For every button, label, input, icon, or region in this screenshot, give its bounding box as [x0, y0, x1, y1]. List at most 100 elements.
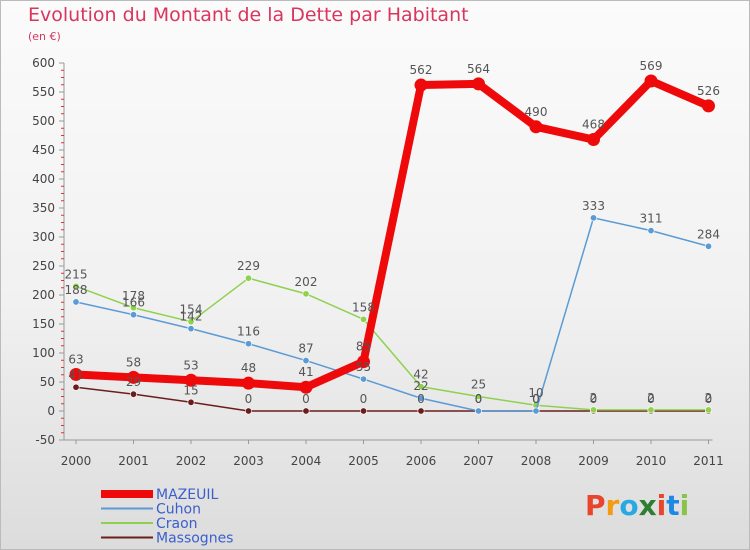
- data-point-cuhon: [704, 242, 712, 250]
- x-tick-label: 2006: [406, 454, 437, 468]
- logo-letter: P: [585, 489, 606, 522]
- data-label-mazeuil: 562: [410, 63, 433, 77]
- data-point-mazeuil: [529, 120, 543, 134]
- legend-label-mazeuil: MAZEUIL: [156, 487, 218, 503]
- y-tick-label: 0: [47, 404, 55, 418]
- data-point-cuhon: [245, 340, 253, 348]
- data-point-massognes: [417, 407, 425, 415]
- series-line-craon: [75, 277, 710, 411]
- x-tick-label: 2005: [348, 454, 379, 468]
- data-label-mazeuil: 48: [241, 361, 256, 375]
- logo-letter: t: [666, 489, 680, 522]
- y-tick-label: 450: [32, 143, 55, 157]
- data-label-craon: 202: [295, 275, 318, 289]
- data-label-massognes: 0: [302, 392, 310, 406]
- data-label-cuhon: 0: [532, 392, 540, 406]
- data-label-cuhon: 116: [237, 325, 260, 339]
- x-tick-label: 2000: [61, 454, 92, 468]
- data-point-massognes: [359, 407, 367, 415]
- x-tick-label: 2010: [636, 454, 667, 468]
- data-point-mazeuil: [472, 77, 485, 91]
- data-point-cuhon: [302, 357, 310, 365]
- legend-label-cuhon: Cuhon: [156, 502, 201, 518]
- data-point-cuhon: [130, 311, 138, 319]
- y-tick-label: 150: [32, 317, 55, 331]
- data-point-mazeuil: [702, 99, 715, 113]
- data-label-massognes: 0: [590, 392, 598, 406]
- chart-subtitle: (en €): [28, 30, 61, 43]
- data-label-craon: 154: [180, 303, 203, 317]
- logo-letter: r: [605, 489, 620, 522]
- data-point-massognes: [187, 398, 195, 406]
- data-point-craon: [647, 406, 655, 414]
- data-point-craon: [474, 392, 482, 400]
- y-tick-label: 350: [32, 201, 55, 215]
- legend-label-craon: Craon: [156, 516, 198, 532]
- data-point-mazeuil: [357, 355, 370, 369]
- y-tick-label: 600: [32, 56, 55, 70]
- data-label-massognes: 0: [475, 392, 483, 406]
- data-label-cuhon: 87: [298, 342, 313, 356]
- data-label-mazeuil: 41: [298, 365, 313, 379]
- data-label-massognes: 29: [126, 375, 141, 389]
- proxiti-logo: Proxiti: [585, 489, 689, 522]
- data-label-craon: 215: [65, 267, 88, 281]
- data-label-mazeuil: 63: [68, 352, 83, 366]
- y-tick-label: 400: [32, 172, 55, 186]
- data-point-mazeuil: [644, 74, 658, 88]
- x-tick-label: 2009: [578, 454, 609, 468]
- data-label-cuhon: 166: [122, 296, 145, 310]
- y-tick-label: 300: [32, 230, 55, 244]
- x-tick-label: 2003: [233, 454, 264, 468]
- data-point-massognes: [245, 407, 253, 415]
- data-point-craon: [245, 274, 253, 282]
- data-label-massognes: 0: [532, 392, 540, 406]
- series-line-cuhon: [75, 217, 710, 412]
- legend-label-massognes: Massognes: [156, 531, 233, 547]
- data-label-craon: 2: [647, 391, 655, 405]
- data-point-cuhon: [187, 325, 195, 333]
- data-label-craon: 178: [122, 289, 145, 303]
- data-label-cuhon: 333: [582, 199, 605, 213]
- data-point-craon: [359, 315, 367, 323]
- logo-letter: i: [679, 489, 690, 522]
- data-label-massognes: 0: [360, 392, 368, 406]
- data-label-craon: 2: [705, 391, 713, 405]
- data-point-cuhon: [532, 407, 540, 415]
- data-label-cuhon: 142: [180, 310, 203, 324]
- x-tick-label: 2004: [291, 454, 322, 468]
- data-point-craon: [704, 406, 712, 414]
- data-label-cuhon: 55: [356, 360, 371, 374]
- x-tick-label: 2002: [176, 454, 207, 468]
- data-point-cuhon: [72, 298, 80, 306]
- data-point-craon: [72, 282, 80, 290]
- data-point-massognes: [130, 390, 138, 398]
- data-point-craon: [417, 383, 425, 391]
- y-tick-label: 200: [32, 288, 55, 302]
- data-label-craon: 158: [352, 300, 375, 314]
- data-label-massognes: 0: [705, 392, 713, 406]
- logo-letter: i: [656, 489, 667, 522]
- data-point-cuhon: [474, 407, 482, 415]
- data-label-craon: 42: [413, 368, 428, 382]
- chart-title: Evolution du Montant de la Dette par Hab…: [28, 4, 469, 26]
- series-line-massognes: [75, 386, 710, 412]
- data-point-cuhon: [417, 394, 425, 402]
- data-label-mazeuil: 490: [525, 105, 548, 119]
- data-point-craon: [589, 406, 597, 414]
- data-label-cuhon: 0: [475, 392, 483, 406]
- data-label-cuhon: 22: [413, 379, 428, 393]
- y-tick-label: 550: [32, 85, 55, 99]
- data-point-cuhon: [647, 227, 655, 235]
- data-label-massognes: 41: [68, 368, 83, 382]
- data-label-massognes: 15: [183, 383, 198, 397]
- logo-letter: o: [619, 489, 639, 522]
- data-label-massognes: 0: [245, 392, 253, 406]
- data-label-craon: 25: [471, 378, 486, 392]
- x-tick-label: 2001: [118, 454, 149, 468]
- data-point-craon: [130, 304, 138, 312]
- y-tick-label: 250: [32, 259, 55, 273]
- data-label-mazeuil: 468: [582, 118, 605, 132]
